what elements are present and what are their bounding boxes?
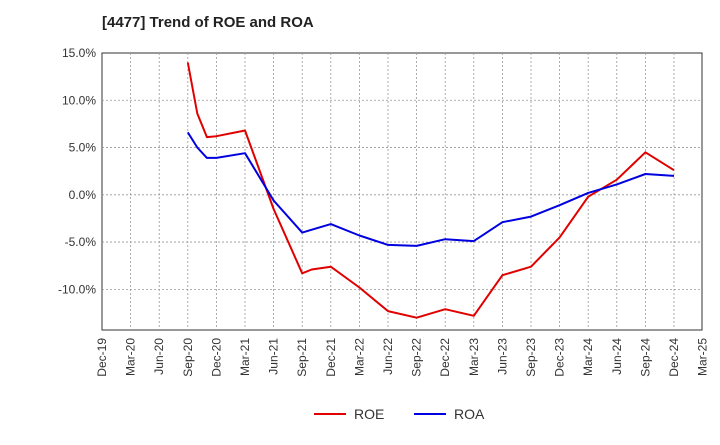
data-point-roe xyxy=(501,274,503,276)
data-point-roe xyxy=(616,178,618,180)
x-tick-label: Mar-23 xyxy=(467,338,481,376)
x-tick-label: Jun-20 xyxy=(152,338,166,375)
data-point-roa xyxy=(301,231,303,233)
data-point-roe xyxy=(206,136,208,138)
x-tick-label: Jun-24 xyxy=(610,338,624,375)
data-point-roa xyxy=(444,238,446,240)
x-tick-label: Jun-22 xyxy=(381,338,395,375)
x-tick-label: Dec-23 xyxy=(553,338,567,377)
y-tick-label: -5.0% xyxy=(65,235,97,249)
x-tick-label: Sep-20 xyxy=(181,338,195,377)
legend-label-roa: ROA xyxy=(454,406,485,422)
x-tick-label: Dec-20 xyxy=(209,338,223,377)
plot-area xyxy=(101,52,703,331)
data-point-roe xyxy=(196,112,198,114)
x-tick-label: Sep-22 xyxy=(410,338,424,377)
data-point-roa xyxy=(387,244,389,246)
x-tick-label: Dec-22 xyxy=(438,338,452,377)
data-point-roa xyxy=(616,183,618,185)
data-point-roa xyxy=(272,199,274,201)
data-point-roe xyxy=(272,208,274,210)
x-tick-label: Dec-24 xyxy=(667,338,681,377)
data-point-roa xyxy=(673,175,675,177)
x-tick-label: Jun-21 xyxy=(267,338,281,375)
data-point-roa xyxy=(473,240,475,242)
x-tick-label: Sep-23 xyxy=(524,338,538,377)
data-point-roe xyxy=(473,315,475,317)
data-point-roa xyxy=(358,234,360,236)
y-tick-label: 10.0% xyxy=(62,93,96,107)
data-point-roa xyxy=(587,192,589,194)
data-point-roe xyxy=(644,151,646,153)
y-tick-label: -10.0% xyxy=(58,282,96,296)
x-tick-label: Mar-21 xyxy=(238,338,252,376)
data-point-roa xyxy=(187,131,189,133)
data-point-roa xyxy=(530,215,532,217)
data-point-roa xyxy=(196,146,198,148)
chart-title: [4477] Trend of ROE and ROA xyxy=(102,14,314,31)
data-point-roe xyxy=(587,195,589,197)
data-point-roe xyxy=(673,169,675,171)
x-tick-label: Sep-21 xyxy=(295,338,309,377)
x-tick-label: Sep-24 xyxy=(638,338,652,377)
legend-label-roe: ROE xyxy=(354,406,384,422)
data-point-roe xyxy=(311,268,313,270)
data-point-roe xyxy=(415,317,417,319)
series-line-roe xyxy=(186,62,675,319)
data-point-roa xyxy=(501,221,503,223)
data-point-roa xyxy=(558,204,560,206)
x-tick-label: Jun-23 xyxy=(495,338,509,375)
data-point-roa xyxy=(415,245,417,247)
data-point-roa xyxy=(206,157,208,159)
data-point-roe xyxy=(301,272,303,274)
y-tick-label: 15.0% xyxy=(62,46,96,60)
x-tick-label: Mar-22 xyxy=(352,338,366,376)
y-tick-label: 5.0% xyxy=(69,141,97,155)
data-point-roe xyxy=(530,265,532,267)
data-point-roe xyxy=(244,129,246,131)
data-point-roe xyxy=(387,310,389,312)
data-point-roa xyxy=(330,223,332,225)
data-point-roe xyxy=(330,265,332,267)
x-tick-label: Mar-20 xyxy=(124,338,138,376)
series-line-roa xyxy=(186,131,675,247)
x-tick-label: Mar-25 xyxy=(696,338,710,376)
x-tick-label: Dec-19 xyxy=(95,338,109,377)
y-tick-label: 0.0% xyxy=(69,188,97,202)
x-tick-label: Dec-21 xyxy=(324,338,338,377)
data-point-roe xyxy=(215,135,217,137)
data-point-roe xyxy=(558,236,560,238)
data-point-roe xyxy=(187,61,189,63)
data-point-roe xyxy=(358,286,360,288)
data-point-roa xyxy=(215,157,217,159)
data-point-roe xyxy=(444,308,446,310)
data-point-roa xyxy=(244,152,246,154)
data-point-roa xyxy=(644,173,646,175)
x-tick-label: Mar-24 xyxy=(581,338,595,376)
